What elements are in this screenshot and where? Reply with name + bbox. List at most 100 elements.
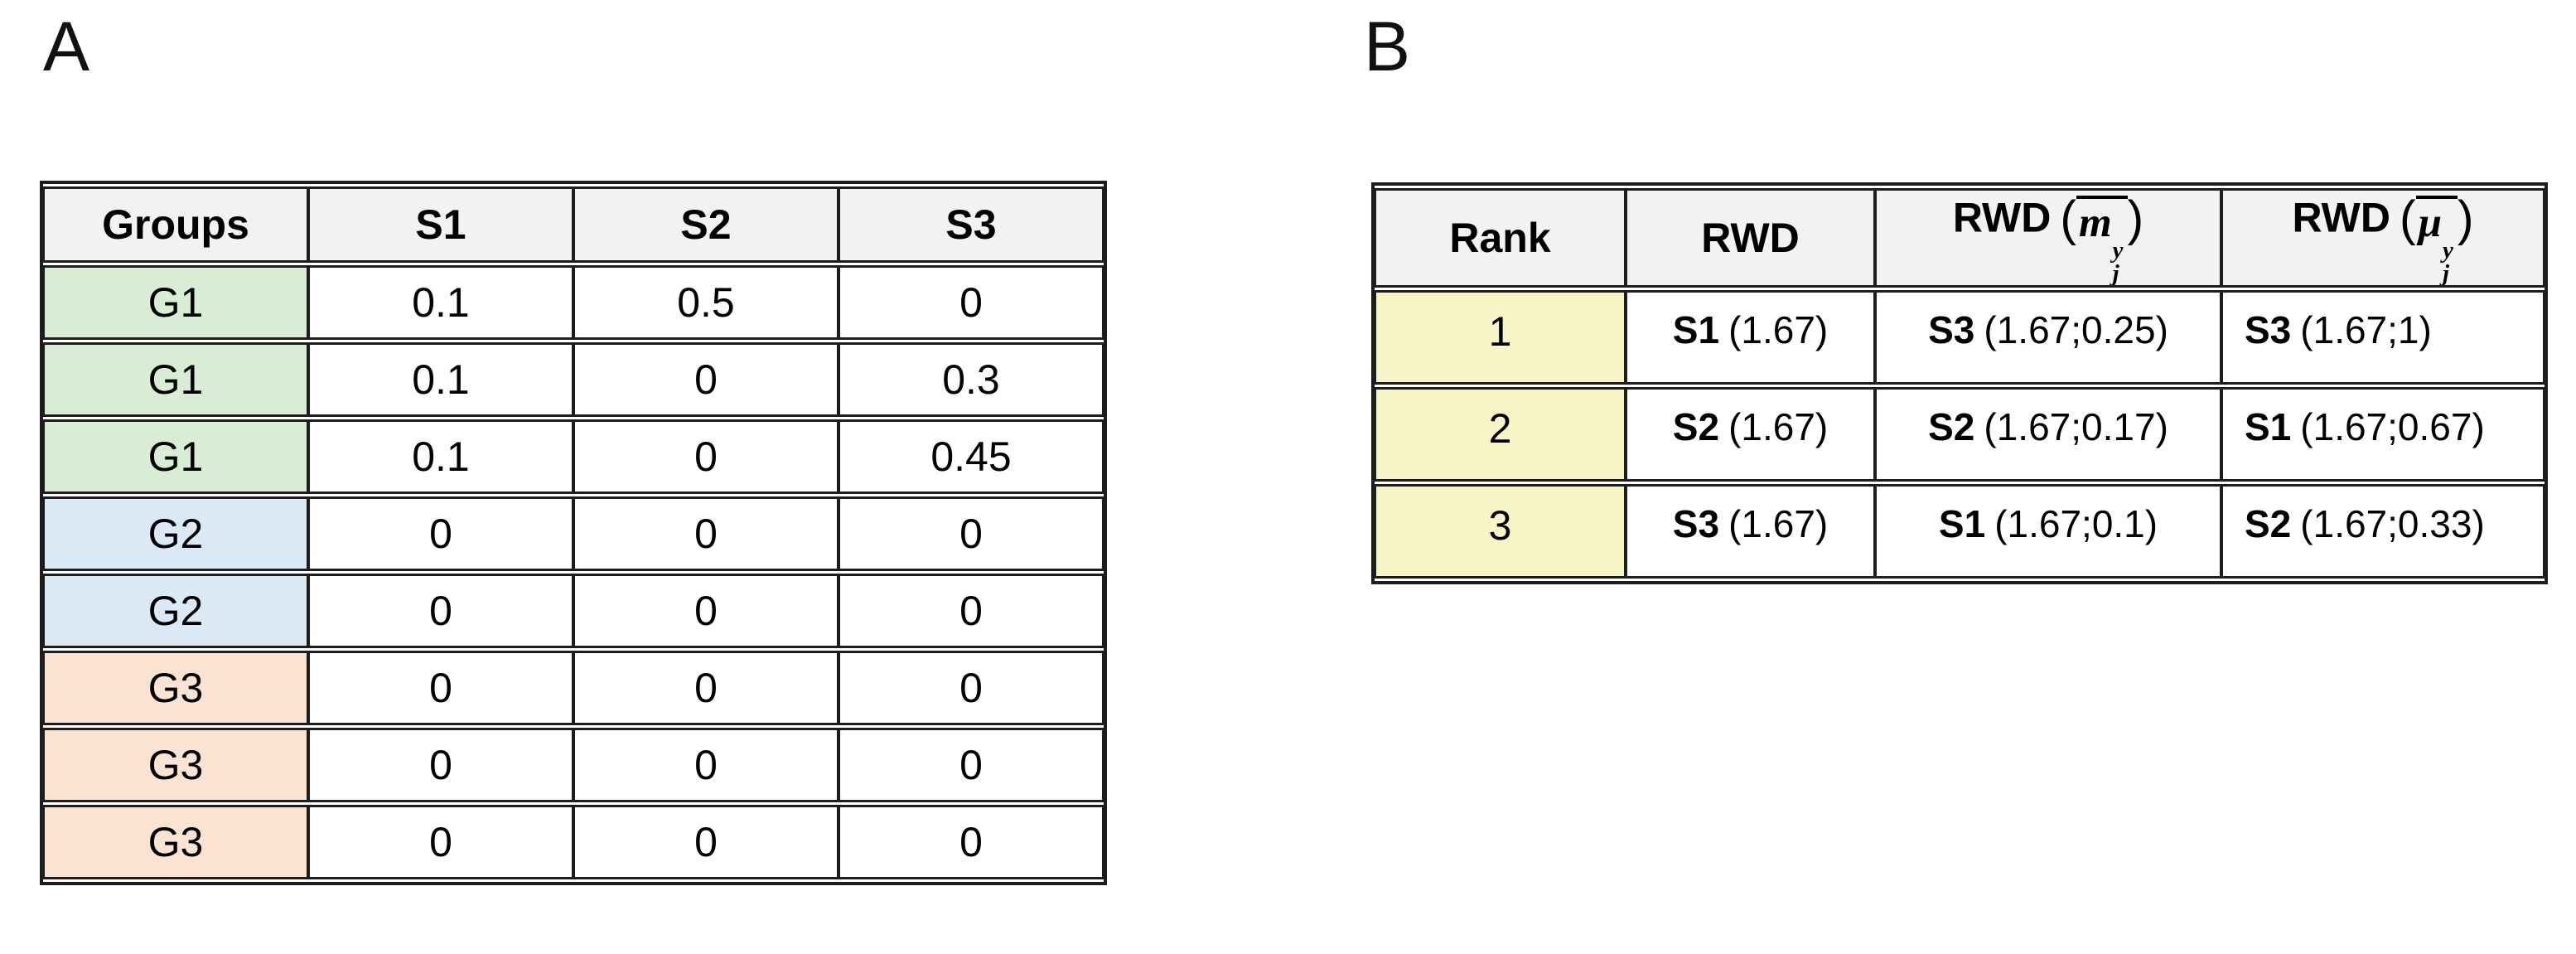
group-cell: G3 [43, 651, 308, 725]
group-cell: G1 [43, 342, 308, 417]
strategy-name: S3 [1672, 502, 1720, 546]
rank-cell: 1 [1375, 290, 1626, 385]
value-cell: 0.5 [573, 265, 839, 340]
panel-b-label: B [1364, 7, 1411, 85]
strategy-name: S2 [1928, 405, 1975, 449]
col-header-rwd: RWD [1626, 188, 1875, 288]
close-paren: ) [2127, 191, 2144, 246]
strategy-score: (1.67;0.17) [1984, 405, 2168, 449]
superscript-y: y [2112, 237, 2124, 264]
mu-symbol: μ [2418, 200, 2442, 247]
value-cell: 0.3 [839, 342, 1104, 417]
value-cell: 0 [308, 496, 573, 571]
table-a-row: G1 0.1 0 0.3 [43, 342, 1104, 417]
table-b-row: 3 S3 (1.67) S1 (1.67;0.1) S2 (1.67;0.33) [1375, 484, 2545, 579]
strategy-cell: S2 (1.67;0.17) [1875, 387, 2221, 482]
close-paren: ) [2457, 191, 2474, 246]
table-a-row: G1 0.1 0 0.45 [43, 419, 1104, 494]
rank-cell: 2 [1375, 387, 1626, 482]
groups-values-table: Groups S1 S2 S3 G1 0.1 0.5 0 G1 0.1 0 0.3 G1 0.1 0… [40, 181, 1107, 885]
strategy-cell: S3 (1.67;0.25) [1875, 290, 2221, 385]
group-cell: G2 [43, 574, 308, 648]
table-a-row: G1 0.1 0.5 0 [43, 265, 1104, 340]
value-cell: 0 [573, 496, 839, 571]
rank-rwd-table: Rank RWD RWD (m y j) RWD (μ y j) 1 S1 (1.67) S3 (1… [1371, 182, 2548, 585]
strategy-name: S1 [1672, 308, 1720, 352]
strategy-score: (1.67;1) [2300, 308, 2432, 352]
table-a-row: G3 0 0 0 [43, 728, 1104, 802]
value-cell: 0 [573, 419, 839, 494]
strategy-name: S3 [1928, 308, 1975, 352]
table-a-row: G3 0 0 0 [43, 651, 1104, 725]
col-header-rank: Rank [1375, 188, 1626, 288]
group-cell: G3 [43, 728, 308, 802]
subscript-j: j [2112, 259, 2119, 287]
rank-cell: 3 [1375, 484, 1626, 579]
m-symbol: m [2078, 200, 2112, 247]
strategy-name: S1 [2245, 405, 2292, 449]
value-cell: 0.1 [308, 265, 573, 340]
strategy-name: S2 [1672, 405, 1720, 449]
strategy-score: (1.67) [1728, 502, 1829, 546]
value-cell: 0 [573, 805, 839, 879]
open-paren: ( [2060, 191, 2076, 246]
col-header-s1: S1 [308, 186, 573, 263]
value-cell: 0 [573, 574, 839, 648]
strategy-name: S2 [2245, 502, 2292, 546]
strategy-cell: S1 (1.67;0.67) [2221, 387, 2545, 482]
value-cell: 0 [839, 496, 1104, 571]
value-cell: 0.1 [308, 342, 573, 417]
col-header-rwd-m-bar: RWD (m y j) [1875, 188, 2221, 288]
table-a-header-row: Groups S1 S2 S3 [43, 186, 1104, 263]
value-cell: 0 [839, 651, 1104, 725]
value-cell: 0 [839, 574, 1104, 648]
value-cell: 0 [573, 651, 839, 725]
table-b-header-row: Rank RWD RWD (m y j) RWD (μ y j) [1375, 188, 2545, 288]
strategy-cell: S3 (1.67) [1626, 484, 1875, 579]
strategy-cell: S2 (1.67;0.33) [2221, 484, 2545, 579]
value-cell: 0 [308, 651, 573, 725]
subscript-j: j [2443, 259, 2450, 287]
table-a-body: G1 0.1 0.5 0 G1 0.1 0 0.3 G1 0.1 0 0.45 G2 0 0 0 G2 0 0 0 G3… [43, 265, 1104, 879]
group-cell: G2 [43, 496, 308, 571]
col-header-groups: Groups [43, 186, 308, 263]
panel-a-label: A [43, 7, 90, 85]
strategy-score: (1.67;0.25) [1984, 308, 2168, 352]
col-header-s3: S3 [839, 186, 1104, 263]
col-header-s2: S2 [573, 186, 839, 263]
group-cell: G1 [43, 419, 308, 494]
strategy-cell: S2 (1.67) [1626, 387, 1875, 482]
value-cell: 0.1 [308, 419, 573, 494]
open-paren: ( [2399, 191, 2416, 246]
strategy-cell: S1 (1.67;0.1) [1875, 484, 2221, 579]
strategy-score: (1.67;0.67) [2300, 405, 2485, 449]
strategy-score: (1.67;0.1) [1994, 502, 2158, 546]
value-cell: 0 [839, 805, 1104, 879]
table-a-row: G2 0 0 0 [43, 574, 1104, 648]
superscript-y: y [2443, 237, 2453, 264]
rwd-mu-prefix: RWD [2292, 194, 2390, 241]
mu-bar-formula: (μ y j) [2400, 191, 2474, 285]
value-cell: 0 [308, 805, 573, 879]
strategy-score: (1.67;0.33) [2300, 502, 2485, 546]
strategy-name: S3 [2245, 308, 2292, 352]
table-b-body: 1 S1 (1.67) S3 (1.67;0.25) S3 (1.67;1) 2 S2 (1.67… [1375, 290, 2545, 579]
value-cell: 0 [573, 728, 839, 802]
strategy-cell: S3 (1.67;1) [2221, 290, 2545, 385]
rwd-m-prefix: RWD [1952, 194, 2052, 241]
strategy-cell: S1 (1.67) [1626, 290, 1875, 385]
value-cell: 0 [308, 728, 573, 802]
m-bar-formula: (m y j) [2060, 191, 2143, 285]
strategy-score: (1.67) [1728, 405, 1829, 449]
value-cell: 0 [839, 728, 1104, 802]
strategy-score: (1.67) [1728, 308, 1829, 352]
strategy-name: S1 [1938, 502, 1986, 546]
group-cell: G1 [43, 265, 308, 340]
table-a-row: G2 0 0 0 [43, 496, 1104, 571]
table-a-row: G3 0 0 0 [43, 805, 1104, 879]
value-cell: 0.45 [839, 419, 1104, 494]
group-cell: G3 [43, 805, 308, 879]
